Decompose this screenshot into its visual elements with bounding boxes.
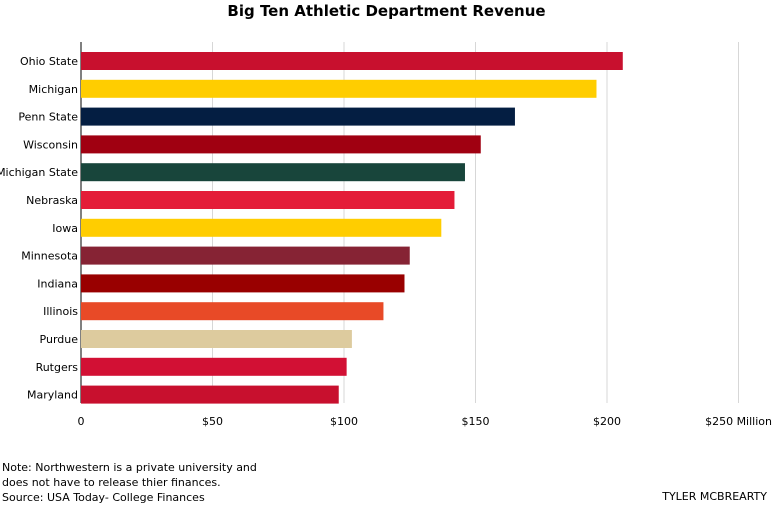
- category-label: Maryland: [27, 389, 78, 402]
- x-tick-label: $150: [462, 415, 490, 428]
- category-label: Rutgers: [36, 361, 79, 374]
- byline: TYLER MCBREARTY: [662, 490, 767, 503]
- bar: [81, 191, 455, 209]
- bar: [81, 302, 384, 321]
- category-label: Illinois: [43, 305, 78, 318]
- bar: [81, 52, 623, 70]
- x-tick-label: 0: [78, 415, 85, 428]
- chart-title: Big Ten Athletic Department Revenue: [227, 2, 546, 20]
- x-tick-label: $200: [593, 415, 621, 428]
- category-label: Minnesota: [21, 250, 78, 263]
- bar: [81, 330, 352, 348]
- bar: [81, 385, 339, 404]
- bar: [81, 79, 597, 98]
- x-tick-label: $50: [202, 415, 223, 428]
- footnote-note: Note: Northwestern is a private universi…: [2, 461, 257, 489]
- category-label: Michigan: [29, 83, 78, 96]
- bar: [81, 218, 442, 237]
- bar: [81, 246, 410, 265]
- category-label: Penn State: [18, 111, 78, 124]
- bar: [81, 357, 347, 376]
- category-label: Ohio State: [20, 55, 78, 68]
- footnote-source: Source: USA Today- College Finances: [2, 491, 205, 504]
- category-label: Iowa: [52, 222, 78, 235]
- category-label: Indiana: [37, 277, 78, 290]
- category-label: Wisconsin: [23, 138, 78, 151]
- x-tick-label: $250 Million: [705, 415, 772, 428]
- bar: [81, 135, 481, 154]
- category-label: Nebraska: [26, 194, 78, 207]
- bar: [81, 107, 515, 126]
- category-label: Michigan State: [0, 166, 78, 179]
- bar: [81, 274, 405, 293]
- category-label: Purdue: [40, 333, 79, 346]
- x-tick-label: $100: [330, 415, 358, 428]
- bar: [81, 163, 465, 182]
